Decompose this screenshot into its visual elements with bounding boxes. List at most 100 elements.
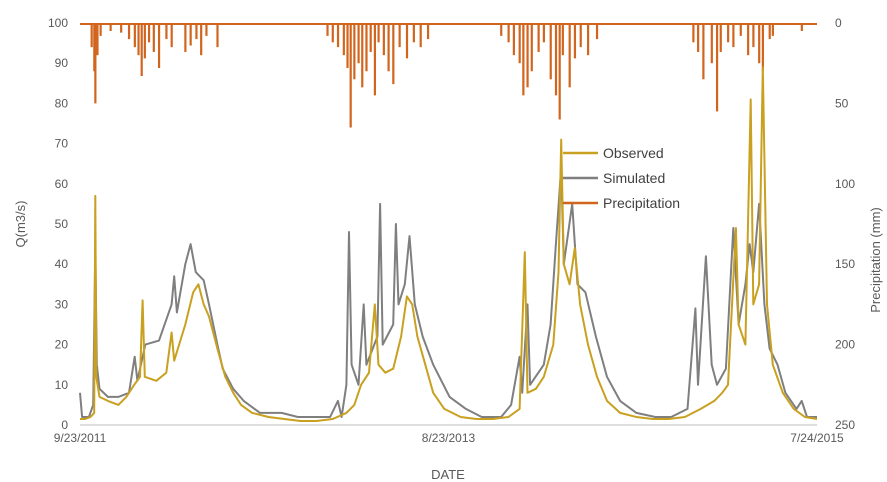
- precipitation-bar: [157, 23, 161, 69]
- legend-item-precipitation: Precipitation: [563, 195, 680, 211]
- y-tick-label: 100: [48, 16, 68, 30]
- precipitation-bar: [426, 23, 430, 40]
- precipitation-bar: [692, 23, 695, 43]
- precipitation-bar: [549, 23, 552, 80]
- precipitation-bar: [133, 23, 136, 48]
- precipitation-bar: [336, 23, 340, 48]
- series-lines: [79, 66, 818, 422]
- precipitation-bar: [147, 23, 151, 43]
- precipitation-bar: [507, 23, 510, 43]
- precipitation-bar: [109, 23, 112, 32]
- x-tick-label: 9/23/2011: [54, 431, 107, 445]
- legend-label-simulated: Simulated: [603, 170, 665, 186]
- precipitation-bar: [568, 23, 571, 88]
- series-line-simulated: [79, 166, 817, 418]
- precipitation-bar: [127, 23, 131, 40]
- y-tick-label: 60: [55, 177, 69, 191]
- precipitation-bar: [595, 23, 599, 40]
- precipitation-bar: [739, 23, 742, 36]
- precipitation-bar: [522, 23, 525, 96]
- precipitation-bar: [120, 23, 123, 33]
- precipitation-bar: [373, 23, 376, 96]
- precipitation-bar: [189, 23, 192, 46]
- y2-tick-label: 100: [835, 177, 855, 191]
- y-tick-label: 80: [55, 96, 69, 110]
- precipitation-bar: [387, 23, 390, 72]
- y2-axis-title: Precipitation (mm): [868, 207, 883, 312]
- precipitation-bar: [392, 23, 395, 85]
- precipitation-bar: [587, 23, 590, 56]
- precipitation-bar: [761, 23, 764, 72]
- precipitation-bar: [542, 23, 545, 43]
- precipitation-bar: [137, 23, 140, 56]
- precipitation-bar: [554, 23, 558, 96]
- series-line-observed: [80, 66, 818, 422]
- precipitation-bar: [216, 23, 219, 48]
- precipitation-bar: [90, 23, 93, 48]
- precipitation-bar: [518, 23, 521, 64]
- precipitation-bar: [412, 23, 415, 43]
- precipitation-bar: [353, 23, 356, 80]
- precipitation-bar: [195, 23, 198, 40]
- precipitation-bar: [205, 23, 208, 36]
- precipitation-bar: [331, 23, 334, 43]
- y-tick-label: 90: [55, 56, 69, 70]
- precipitation-bar: [357, 23, 360, 64]
- y2-tick-label: 50: [835, 96, 849, 110]
- y-tick-label: 30: [55, 297, 69, 311]
- precipitation-bar: [768, 23, 771, 40]
- precipitation-bar: [573, 23, 577, 59]
- legend: Observed Simulated Precipitation: [563, 145, 680, 211]
- precipitation-bar: [715, 23, 719, 112]
- precipitation-bars: [80, 23, 817, 128]
- precipitation-bar: [349, 23, 352, 128]
- precipitation-bar: [747, 23, 750, 56]
- x-axis-title: DATE: [431, 467, 465, 482]
- legend-item-simulated: Simulated: [563, 170, 665, 186]
- precipitation-bar: [800, 23, 803, 32]
- y-axis-ticks: 0 10 20 30 40 50 60 70 80 90 100: [48, 16, 68, 432]
- y2-tick-label: 0: [835, 16, 842, 30]
- x-axis-ticks: 9/23/2011 8/23/2013 7/24/2015: [54, 431, 844, 445]
- precipitation-bar: [758, 23, 761, 64]
- y-tick-label: 50: [55, 217, 69, 231]
- precipitation-bar: [558, 23, 561, 120]
- precipitation-bar: [377, 23, 380, 43]
- precipitation-bar: [771, 23, 774, 36]
- precipitation-bar: [382, 23, 385, 56]
- precipitation-bar: [152, 23, 155, 52]
- precipitation-bar: [143, 23, 146, 59]
- precipitation-bar: [752, 23, 755, 48]
- precipitation-bar: [727, 23, 730, 43]
- precipitation-bar: [710, 23, 713, 64]
- legend-label-precipitation: Precipitation: [603, 195, 680, 211]
- y-tick-label: 10: [55, 378, 69, 392]
- precipitation-bar: [342, 23, 345, 56]
- precipitation-bar: [369, 23, 372, 52]
- precipitation-bar: [365, 23, 368, 72]
- precipitation-bar: [326, 23, 329, 36]
- y2-tick-label: 250: [835, 418, 855, 432]
- precipitation-bar: [361, 23, 364, 88]
- precipitation-bar: [184, 23, 187, 52]
- precipitation-bar: [561, 23, 564, 56]
- precipitation-bar: [526, 23, 529, 88]
- precipitation-bar: [398, 23, 401, 48]
- y-axis-title: Q(m3/s): [13, 201, 28, 248]
- precipitation-bar: [419, 23, 422, 48]
- y2-axis-ticks: 0 50 100 150 200 250: [835, 16, 855, 432]
- y-tick-label: 40: [55, 257, 69, 271]
- precipitation-bar: [732, 23, 735, 48]
- x-tick-label: 8/23/2013: [422, 431, 476, 445]
- precipitation-bar: [530, 23, 533, 72]
- y-tick-label: 0: [61, 418, 68, 432]
- precipitation-bar: [96, 23, 99, 56]
- precipitation-bar: [579, 23, 582, 48]
- x-tick-label: 7/24/2015: [790, 431, 844, 445]
- precipitation-bar: [94, 23, 97, 104]
- precipitation-bar: [702, 23, 705, 80]
- precipitation-bar: [170, 23, 173, 48]
- precipitation-bar: [200, 23, 203, 56]
- precipitation-bar: [165, 23, 168, 40]
